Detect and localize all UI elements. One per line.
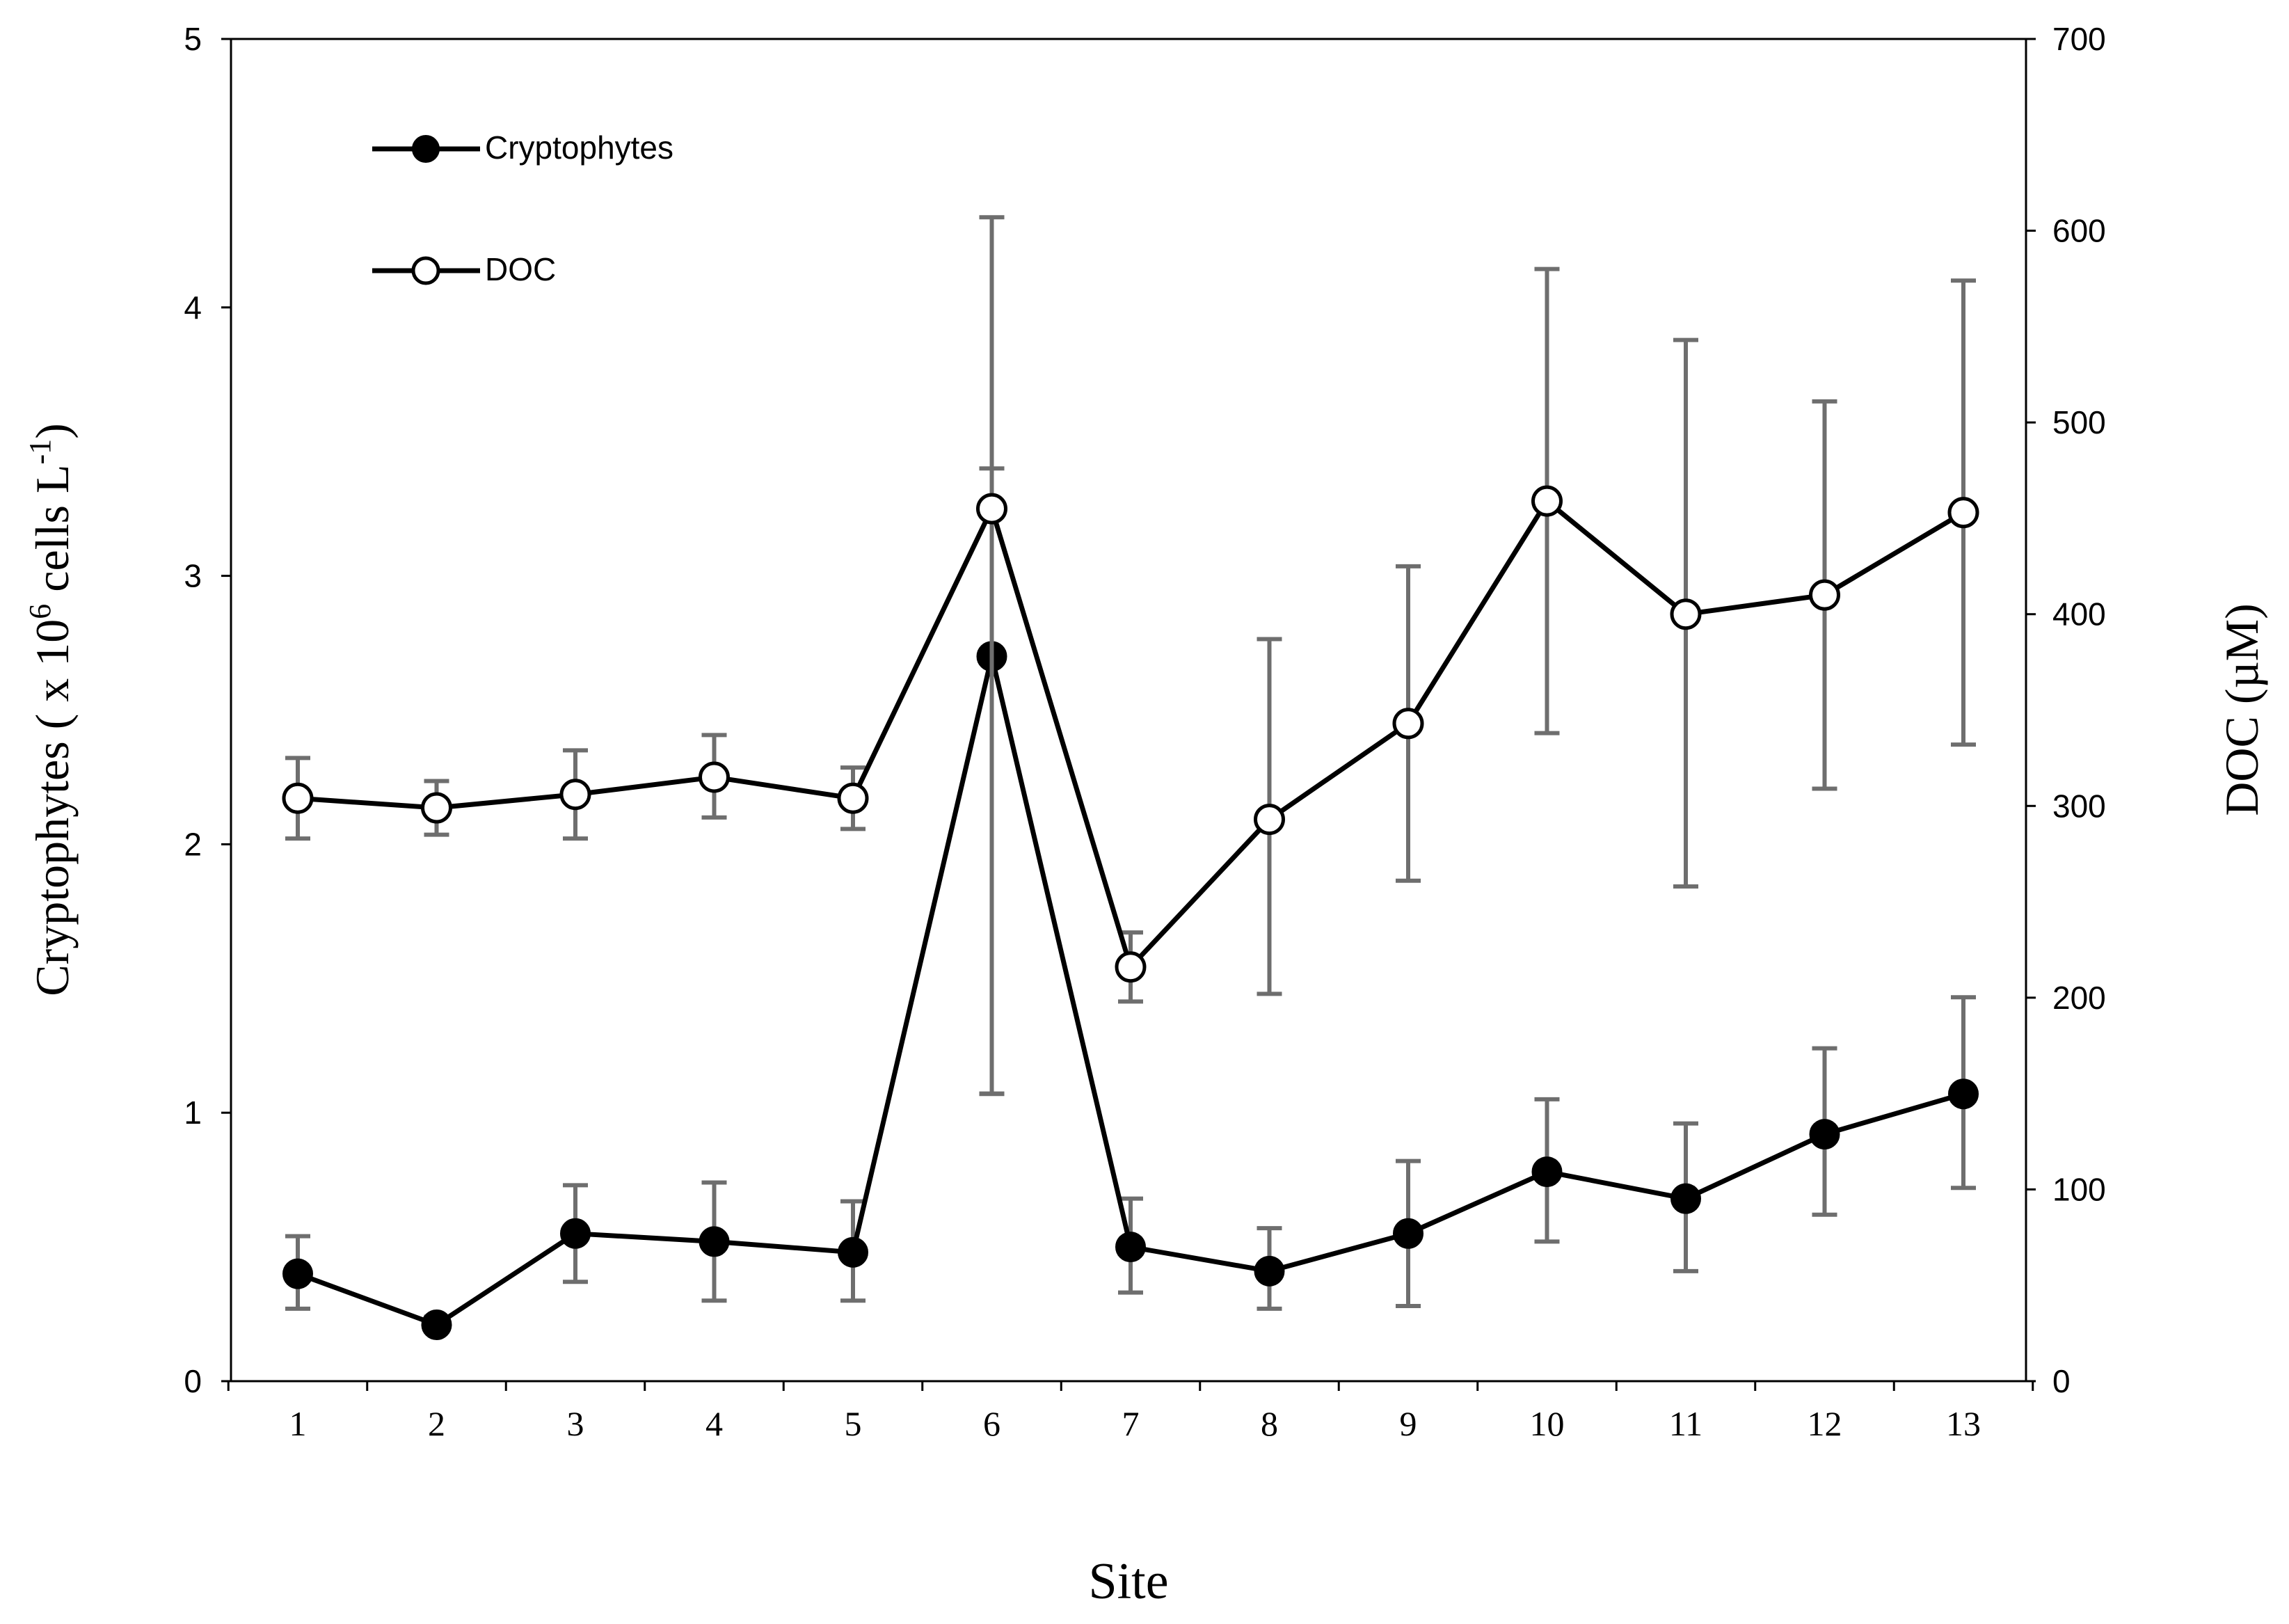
x-tick-label: 2	[428, 1404, 445, 1443]
left-axis-ticks: 0 1 2 3 4 5	[184, 21, 231, 1399]
data-point-cryptophytes	[1948, 1078, 1979, 1110]
data-point-cryptophytes	[1393, 1218, 1423, 1249]
y-axis-label-sup: 6	[23, 604, 57, 619]
left-tick-label: 4	[184, 289, 202, 326]
x-tick-label: 8	[1261, 1404, 1278, 1443]
legend-marker-cryptophytes	[412, 135, 440, 163]
legend-label-cryptophytes: Cryptophytes	[485, 129, 673, 166]
data-point-doc	[976, 493, 1007, 525]
data-point-doc	[1115, 951, 1147, 983]
data-point-cryptophytes	[838, 1236, 868, 1268]
data-point-doc	[421, 792, 452, 824]
x-tick-label: 10	[1530, 1404, 1565, 1443]
right-axis-ticks: 0 100 200 300 400 500 600 700	[2026, 21, 2106, 1399]
series-doc	[282, 215, 1979, 1096]
data-point-cryptophytes	[1115, 1232, 1146, 1263]
y-axis-label: Cryptophytes ( x 106 cells L-1)	[23, 423, 79, 996]
y-axis-label-end: )	[26, 423, 79, 439]
y2-axis-label: DOC (µM)	[2215, 603, 2268, 816]
data-point-cryptophytes	[1254, 1255, 1285, 1287]
data-point-doc	[1392, 708, 1424, 740]
data-point-cryptophytes	[282, 1258, 313, 1289]
data-point-doc	[1254, 804, 1285, 836]
data-point-doc	[837, 782, 869, 814]
y-axis-label-sup2: -1	[23, 439, 57, 465]
x-tick-label: 6	[983, 1404, 1000, 1443]
data-point-cryptophytes	[699, 1226, 730, 1257]
x-tick-label: 4	[705, 1404, 723, 1443]
left-tick-label: 3	[184, 558, 202, 594]
legend-label-doc: DOC	[485, 251, 556, 287]
data-point-doc	[1947, 497, 1979, 529]
legend: Cryptophytes DOC	[372, 129, 673, 287]
plot-area	[230, 38, 2027, 1383]
right-tick-label: 300	[2052, 788, 2106, 824]
data-point-cryptophytes	[421, 1309, 452, 1340]
left-tick-label: 1	[184, 1094, 202, 1131]
x-tick-label: 7	[1122, 1404, 1140, 1443]
x-tick-label: 12	[1808, 1404, 1842, 1443]
y-axis-label-mid: cells L	[26, 465, 79, 604]
right-tick-label: 200	[2052, 980, 2106, 1016]
data-point-doc	[1670, 598, 1702, 630]
x-tick-label: 5	[845, 1404, 862, 1443]
x-tick-label: 1	[289, 1404, 307, 1443]
y-axis-label-main: Cryptophytes ( x 10	[26, 619, 79, 996]
x-axis-label: Site	[1088, 1553, 1168, 1610]
data-point-cryptophytes	[1531, 1156, 1563, 1188]
data-point-cryptophytes	[1809, 1119, 1840, 1150]
data-point-doc	[559, 779, 591, 811]
right-tick-label: 600	[2052, 213, 2106, 249]
left-tick-label: 2	[184, 826, 202, 862]
data-point-doc	[1809, 579, 1840, 611]
right-tick-label: 700	[2052, 21, 2106, 57]
left-tick-label: 0	[184, 1363, 202, 1399]
right-tick-label: 400	[2052, 596, 2106, 632]
right-tick-label: 100	[2052, 1171, 2106, 1207]
series-layer	[282, 215, 1979, 1340]
right-tick-label: 0	[2052, 1363, 2071, 1399]
x-axis-ticks: 1 2 3 4 5 6 7 8 9 10 11 12 13	[227, 1381, 2034, 1443]
data-point-doc	[699, 761, 730, 793]
data-point-doc	[282, 782, 314, 814]
right-tick-label: 500	[2052, 404, 2106, 440]
left-tick-label: 5	[184, 21, 202, 57]
x-tick-label: 11	[1669, 1404, 1702, 1443]
legend-marker-doc	[411, 256, 440, 285]
data-point-doc	[1531, 485, 1563, 517]
x-tick-label: 9	[1400, 1404, 1417, 1443]
x-tick-label: 3	[567, 1404, 584, 1443]
x-tick-label: 13	[1946, 1404, 1981, 1443]
data-point-cryptophytes	[560, 1218, 591, 1249]
data-point-cryptophytes	[1670, 1183, 1701, 1214]
